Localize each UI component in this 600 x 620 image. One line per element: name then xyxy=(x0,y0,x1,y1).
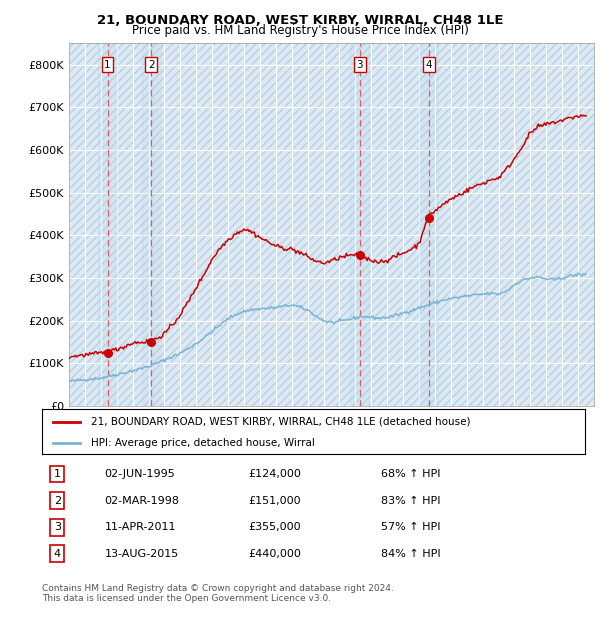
Text: 13-AUG-2015: 13-AUG-2015 xyxy=(104,549,179,559)
Text: Contains HM Land Registry data © Crown copyright and database right 2024.
This d: Contains HM Land Registry data © Crown c… xyxy=(42,584,394,603)
Text: 4: 4 xyxy=(425,60,432,69)
Text: 02-MAR-1998: 02-MAR-1998 xyxy=(104,495,179,506)
Text: Price paid vs. HM Land Registry's House Price Index (HPI): Price paid vs. HM Land Registry's House … xyxy=(131,24,469,37)
Text: £124,000: £124,000 xyxy=(248,469,301,479)
Text: 2: 2 xyxy=(53,495,61,506)
Text: 1: 1 xyxy=(54,469,61,479)
Bar xyxy=(98,43,117,406)
Text: 3: 3 xyxy=(356,60,363,69)
Text: 21, BOUNDARY ROAD, WEST KIRBY, WIRRAL, CH48 1LE: 21, BOUNDARY ROAD, WEST KIRBY, WIRRAL, C… xyxy=(97,14,503,27)
Text: 57% ↑ HPI: 57% ↑ HPI xyxy=(382,522,441,532)
Text: 84% ↑ HPI: 84% ↑ HPI xyxy=(382,549,441,559)
Text: 3: 3 xyxy=(54,522,61,532)
Text: £355,000: £355,000 xyxy=(248,522,301,532)
Text: 2: 2 xyxy=(148,60,155,69)
Text: 4: 4 xyxy=(53,549,61,559)
Bar xyxy=(350,43,369,406)
Text: £440,000: £440,000 xyxy=(248,549,301,559)
Text: HPI: Average price, detached house, Wirral: HPI: Average price, detached house, Wirr… xyxy=(91,438,315,448)
Bar xyxy=(142,43,161,406)
Text: 02-JUN-1995: 02-JUN-1995 xyxy=(104,469,175,479)
Bar xyxy=(419,43,439,406)
Text: £151,000: £151,000 xyxy=(248,495,301,506)
Text: 1: 1 xyxy=(104,60,111,69)
Text: 68% ↑ HPI: 68% ↑ HPI xyxy=(382,469,441,479)
Text: 11-APR-2011: 11-APR-2011 xyxy=(104,522,176,532)
Text: 21, BOUNDARY ROAD, WEST KIRBY, WIRRAL, CH48 1LE (detached house): 21, BOUNDARY ROAD, WEST KIRBY, WIRRAL, C… xyxy=(91,417,470,427)
Text: 83% ↑ HPI: 83% ↑ HPI xyxy=(382,495,441,506)
